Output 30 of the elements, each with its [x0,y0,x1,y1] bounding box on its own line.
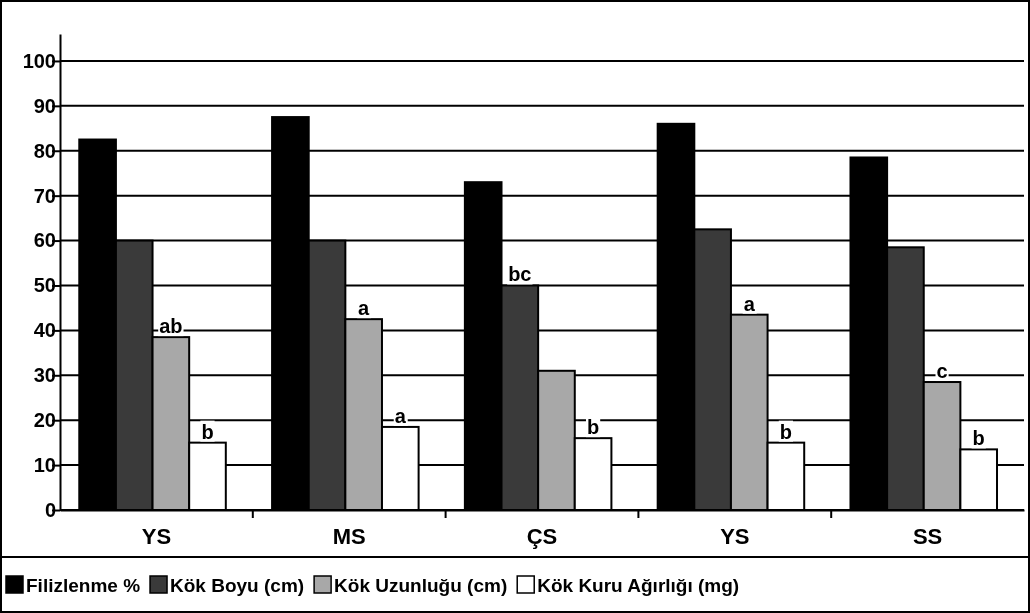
x-tick-label: YS [141,523,172,549]
data-label: a [743,292,756,315]
y-tick-label: 100 [22,49,56,72]
y-tick-label: 70 [33,184,56,207]
data-label: a [394,404,407,427]
x-tick-label: MS [332,523,366,549]
data-label: b [779,420,792,443]
data-label: a [358,297,371,320]
data-label: ab [159,315,183,338]
y-tick-label: 20 [33,409,56,432]
y-tick-label: 90 [33,94,56,117]
y-tick-label: 0 [44,498,56,521]
data-label: bc [508,263,532,286]
legend-label: Filizlenme % [26,575,141,596]
y-tick-label: 10 [33,453,56,476]
legend-label: Kök Uzunluğu (cm) [334,575,508,596]
y-tick-label: 40 [33,319,56,342]
x-tick-label: ÇS [526,523,558,549]
legend-label: Kök Boyu (cm) [170,575,305,596]
y-tick-label: 60 [33,229,56,252]
data-label: b [201,420,214,443]
data-label: b [586,416,600,439]
x-tick-label: YS [720,523,750,549]
y-tick-label: 30 [33,364,56,387]
y-tick-label: 50 [33,274,56,297]
data-label: b [972,427,985,450]
x-tick-label: SS [912,523,943,549]
data-label: c [936,360,948,383]
legend-label: Kök Kuru Ağırlığı (mg) [537,575,740,596]
y-tick-label: 80 [33,139,56,162]
